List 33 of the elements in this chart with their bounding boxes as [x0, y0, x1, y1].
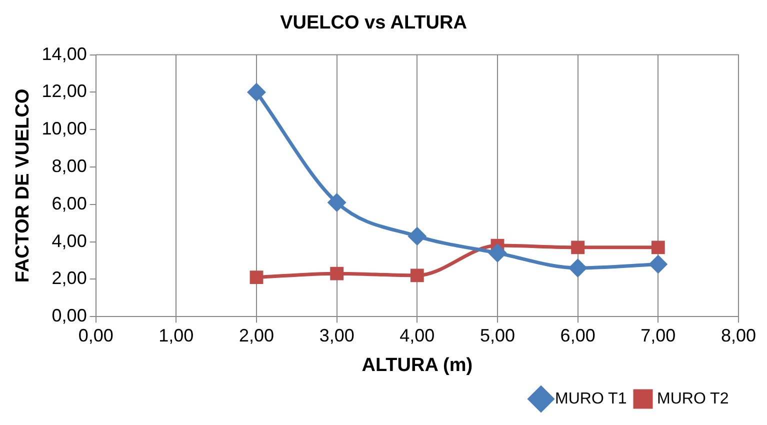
legend-label: MURO T1 [555, 390, 627, 408]
y-tick-label: 4,00 [52, 230, 87, 251]
x-tick-label: 6,00 [560, 325, 596, 346]
y-tick-label: 12,00 [42, 81, 87, 102]
y-tick-label: 0,00 [52, 306, 87, 326]
point [488, 244, 506, 262]
x-tick-label: 2,00 [238, 325, 274, 346]
x-tick-label: 3,00 [319, 325, 354, 346]
y-tick-label: 10,00 [42, 118, 87, 139]
x-tick-label: 0,00 [78, 325, 114, 346]
point [571, 240, 585, 254]
y-tick-label: 2,00 [52, 268, 87, 288]
y-tick-label: 8,00 [52, 156, 87, 176]
point [649, 255, 667, 273]
legend-label: MURO T2 [657, 390, 729, 408]
point [250, 270, 264, 284]
x-tick-label: 4,00 [400, 325, 435, 346]
point [248, 83, 266, 101]
x-tick-label: 5,00 [480, 325, 516, 346]
point [651, 240, 665, 254]
point [408, 227, 426, 245]
y-tick-label: 14,00 [42, 44, 87, 64]
x-tick-label: 1,00 [158, 325, 194, 346]
x-tick-label: 8,00 [720, 325, 756, 346]
point [328, 194, 346, 212]
point [330, 266, 344, 280]
chart-title: VUELCO vs ALTURA [280, 12, 468, 34]
y-axis-title: FACTOR DE VUELCO [12, 88, 34, 283]
point [569, 259, 587, 277]
x-tick-label: 7,00 [640, 325, 676, 346]
point [410, 268, 424, 282]
y-tick-label: 6,00 [52, 193, 87, 214]
x-axis-title: ALTURA (m) [362, 354, 473, 376]
